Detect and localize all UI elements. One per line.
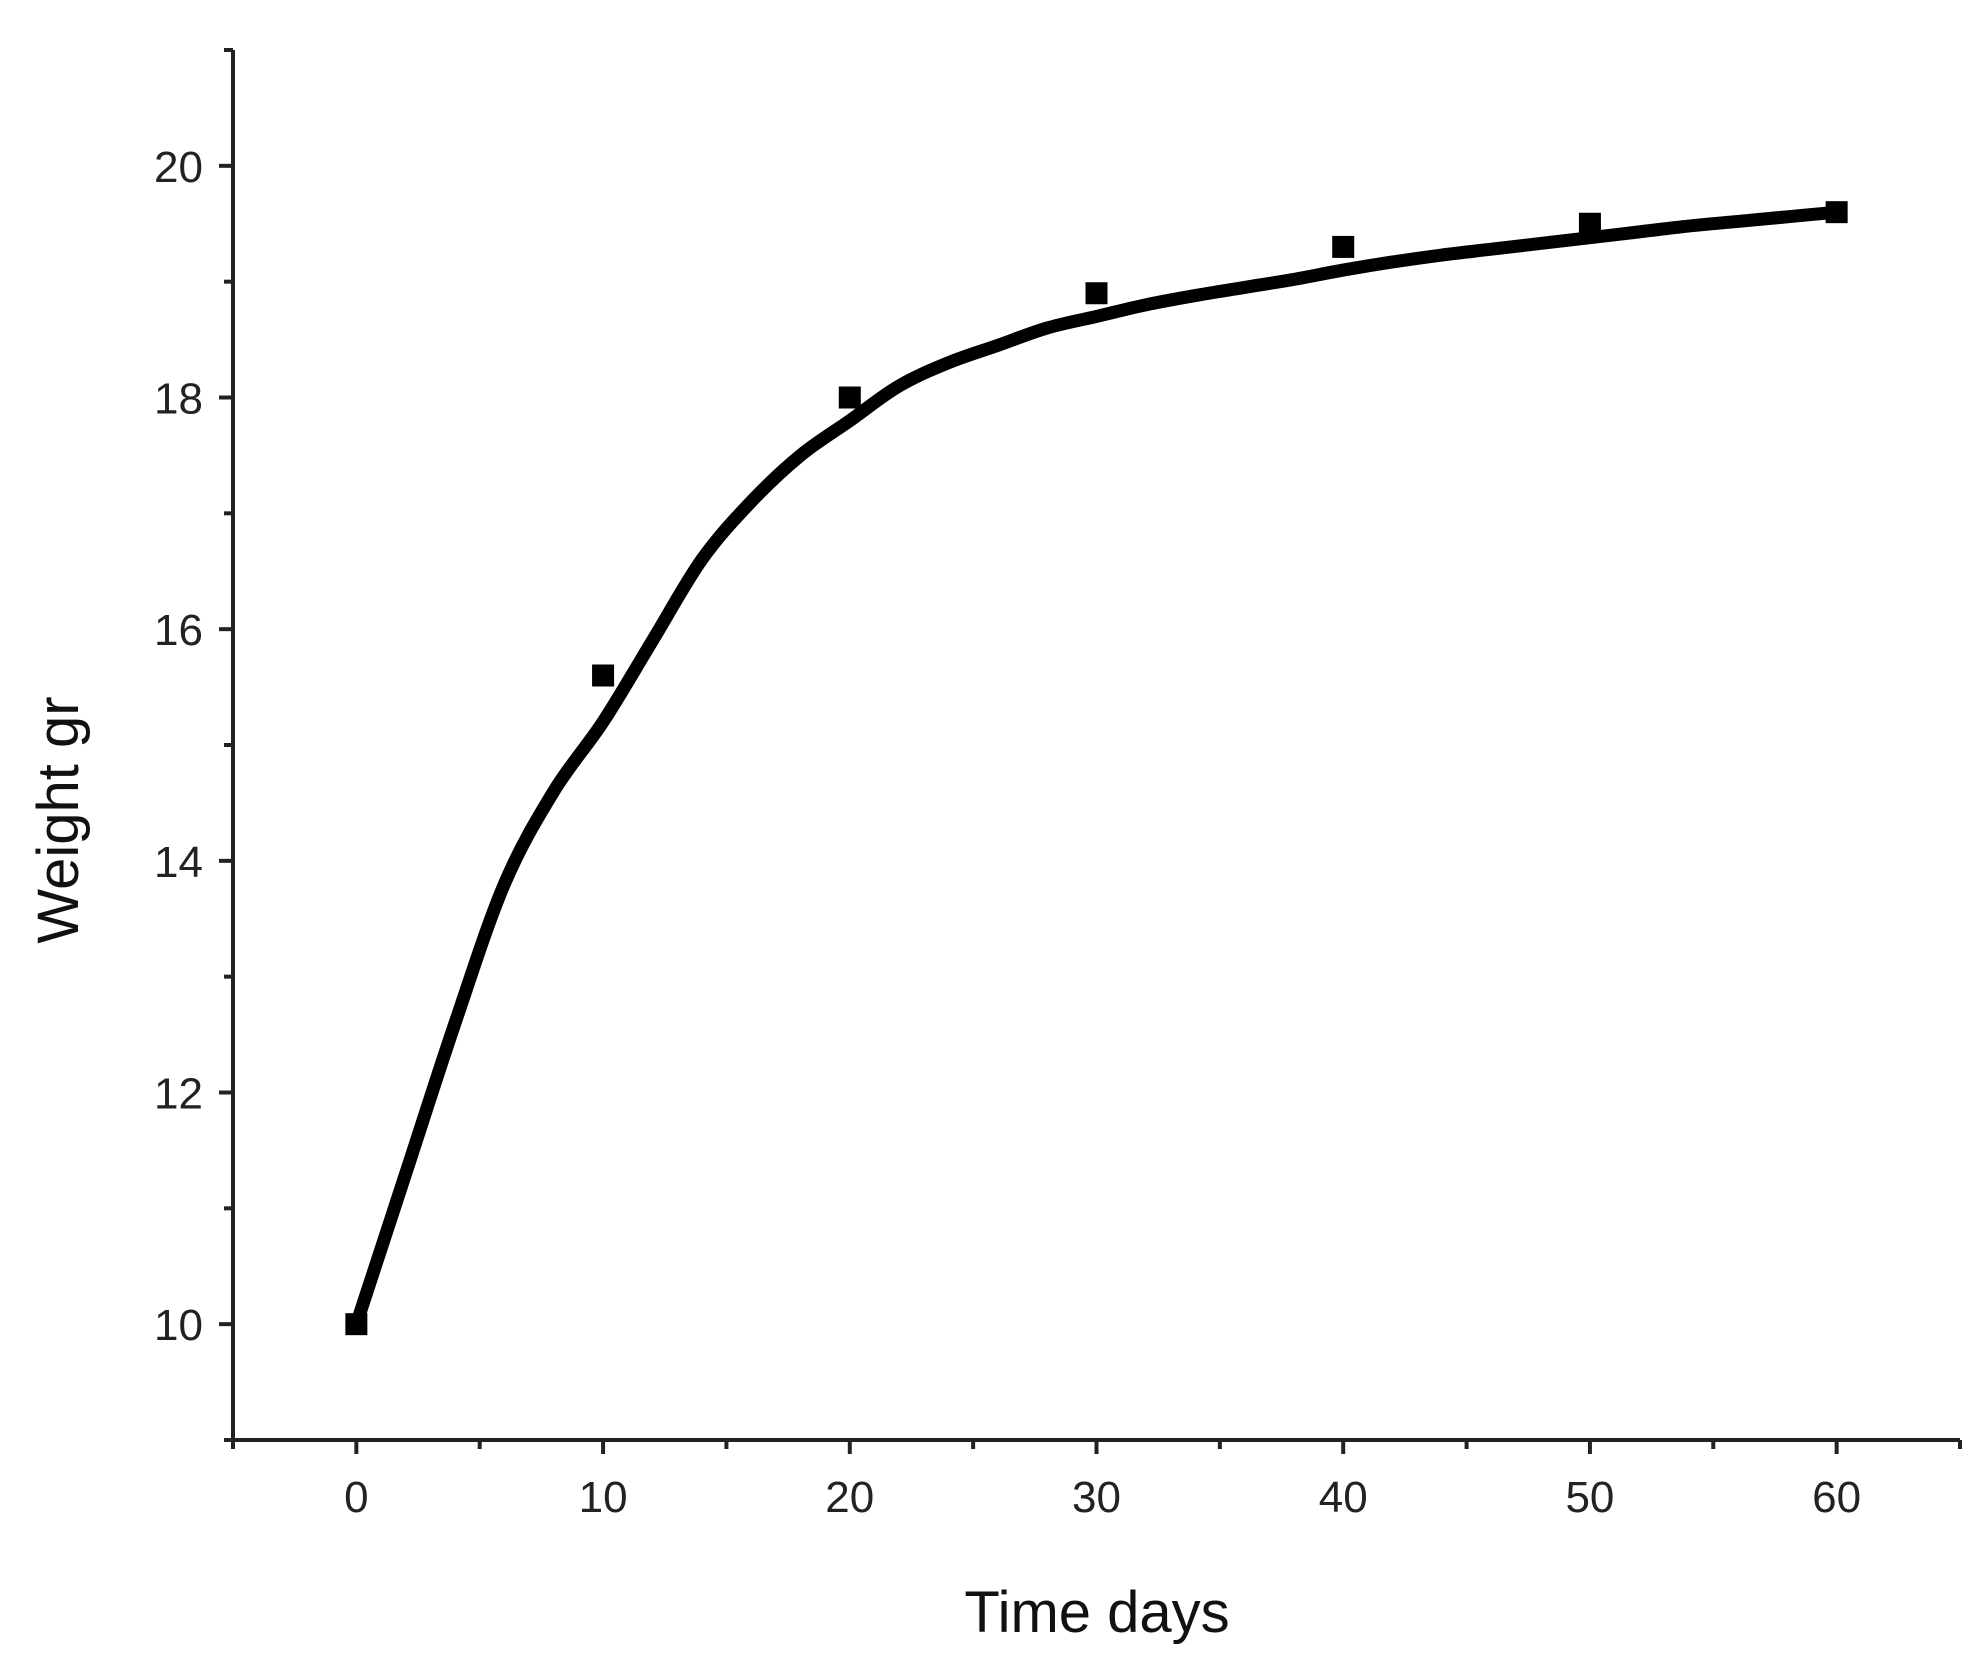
y-tick-label: 16: [154, 606, 203, 655]
y-tick-label: 18: [154, 375, 203, 424]
y-tick-label: 12: [154, 1070, 203, 1119]
data-point: [592, 664, 615, 687]
x-ticks: [231, 1440, 1962, 1454]
fit-curve: [349, 205, 1844, 1331]
axes: [231, 50, 1960, 1442]
data-point: [1332, 235, 1355, 258]
x-tick-labels: 0 10 20 30 40 50 60: [344, 1473, 1861, 1522]
y-tick-label: 14: [154, 838, 203, 887]
data-point: [1085, 282, 1108, 305]
fit-curve-layer: [349, 205, 1844, 1331]
x-tick-label: 0: [344, 1473, 368, 1522]
x-tick-label: 10: [579, 1473, 628, 1522]
x-tick-label: 30: [1072, 1473, 1121, 1522]
x-axis-title: Time days: [964, 1580, 1229, 1645]
x-tick-label: 50: [1565, 1473, 1614, 1522]
data-point: [838, 386, 861, 409]
x-tick-label: 40: [1319, 1473, 1368, 1522]
y-tick-label: 10: [154, 1301, 203, 1350]
y-tick-labels: 10 12 14 16 18 20: [154, 143, 203, 1350]
data-point: [1578, 212, 1601, 235]
y-axis-title: Weight gr: [26, 696, 91, 943]
data-point: [1825, 201, 1848, 224]
y-tick-label: 20: [154, 143, 203, 192]
x-tick-label: 20: [825, 1473, 874, 1522]
x-tick-label: 60: [1812, 1473, 1861, 1522]
data-points: [345, 201, 1848, 1336]
data-point: [345, 1313, 368, 1336]
y-ticks: [219, 48, 233, 1442]
